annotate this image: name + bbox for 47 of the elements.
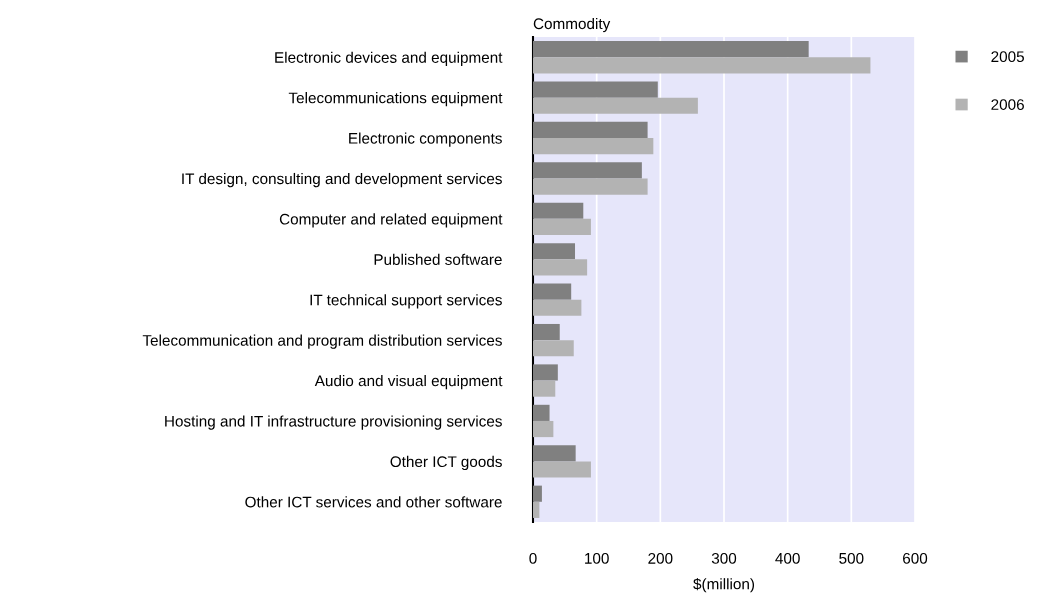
- bar: [533, 57, 871, 74]
- bar: [533, 364, 558, 381]
- y-tick-label: Computer and related equipment: [279, 213, 503, 228]
- bar: [533, 121, 648, 139]
- bar: [533, 81, 658, 98]
- x-tick-label: 500: [839, 552, 864, 564]
- bar: [533, 283, 572, 300]
- bar: [533, 404, 550, 421]
- bar: [533, 420, 554, 438]
- y-tick-label: IT technical support services: [310, 294, 502, 309]
- bar: [533, 299, 582, 316]
- y-tick-label: Electronic devices and equipment: [275, 51, 503, 66]
- y-tick-label: Audio and visual equipment: [314, 375, 503, 390]
- bar: [533, 323, 560, 341]
- x-tick-label: 200: [648, 552, 673, 564]
- x-tick-label: 0: [529, 552, 537, 564]
- bar: [533, 162, 642, 179]
- legend-label: 2005: [991, 51, 1024, 63]
- bar: [533, 178, 648, 195]
- y-tick-label: IT design, consulting and development services: [182, 172, 502, 188]
- bar: [533, 138, 654, 155]
- y-tick-label: Other ICT goods: [390, 455, 502, 471]
- y-axis-title: Commodity: [533, 17, 611, 33]
- y-tick-label: Telecommunications equipment: [288, 92, 503, 107]
- x-tick-label: 300: [711, 552, 737, 564]
- y-tick-label: Telecommunication and program distribution services: [142, 334, 502, 349]
- bar: [533, 501, 540, 518]
- x-axis-title: $(million): [693, 577, 755, 593]
- bar: [533, 243, 576, 260]
- x-tick-label: 600: [903, 552, 928, 564]
- bar: [533, 461, 591, 478]
- x-tick-label: 100: [585, 552, 609, 564]
- bar: [533, 380, 556, 397]
- bar: [533, 485, 542, 502]
- y-tick-label: Electronic components: [349, 132, 502, 147]
- y-tick-label: Published software: [374, 253, 502, 265]
- y-tick-label: Other ICT services and other software: [245, 496, 502, 508]
- x-tick-label: 400: [775, 552, 800, 564]
- bar: [533, 218, 591, 236]
- bar: [533, 202, 584, 219]
- bar: [533, 340, 574, 357]
- legend-label: 2006: [991, 99, 1024, 110]
- bar: [533, 97, 698, 114]
- bar: [533, 41, 809, 58]
- bar: [533, 259, 588, 276]
- bar: [533, 445, 576, 462]
- y-tick-label: Hosting and IT infrastructure provisioning services: [165, 415, 502, 430]
